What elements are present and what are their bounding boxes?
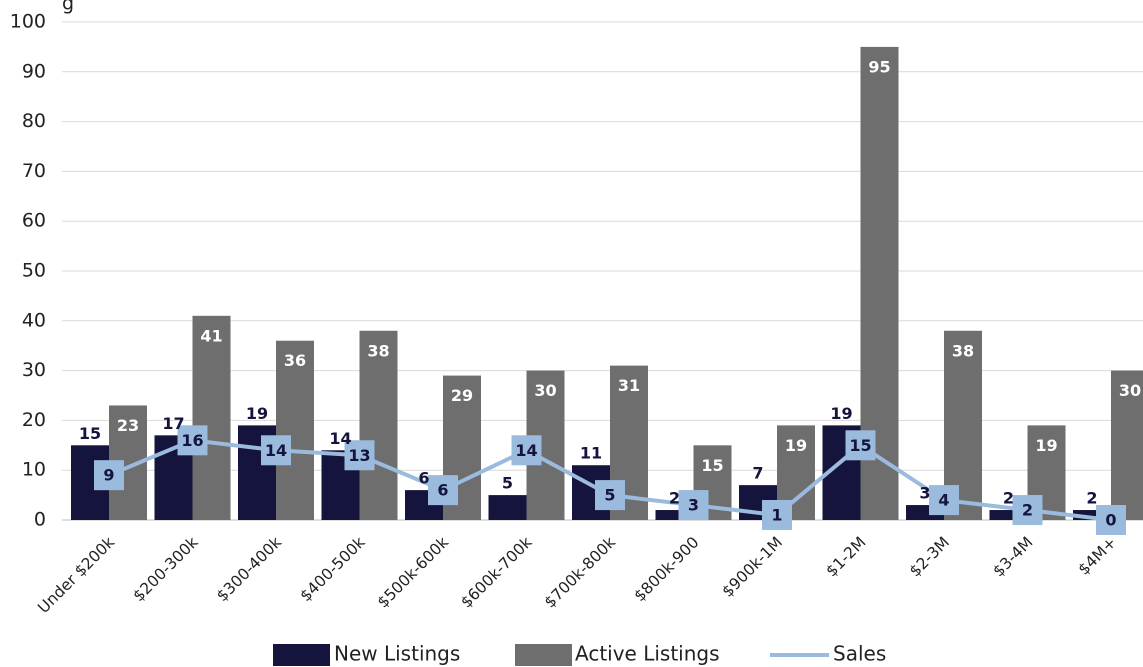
y-tick-label: 100	[10, 11, 46, 33]
sales-point	[344, 440, 375, 471]
bar-new-listings	[1073, 510, 1111, 520]
data-label-active-listings: 41	[200, 326, 222, 345]
bar-active-listings	[1111, 370, 1143, 520]
x-tick-label: $400-500k	[297, 533, 369, 605]
x-tick-label: $800k-900	[631, 533, 703, 605]
legend: New Listings Active Listings Sales	[273, 642, 886, 666]
data-label-new-listings: 5	[502, 474, 513, 493]
bar-active-listings	[276, 340, 314, 520]
data-label-sales: 9	[103, 466, 114, 485]
y-tick-label: 60	[22, 210, 46, 232]
sales-point	[929, 485, 959, 516]
data-label-new-listings: 2	[1086, 489, 1097, 508]
data-label-active-listings: 23	[117, 416, 139, 435]
x-tick-label: $500k-600k	[374, 533, 452, 611]
data-label-active-listings: 15	[701, 456, 723, 475]
data-label-sales: 0	[1105, 511, 1116, 530]
y-tick-label: 50	[22, 260, 46, 282]
data-label-new-listings: 14	[329, 429, 351, 448]
x-tick-label: $600k-700k	[457, 533, 535, 611]
data-label-new-listings: 15	[79, 424, 101, 443]
y-tick-label: 80	[22, 110, 46, 132]
sales-point	[511, 435, 542, 466]
sales-point	[94, 460, 124, 491]
bar-new-listings	[488, 495, 527, 520]
data-label-active-listings: 38	[952, 341, 974, 360]
x-tick-label: $900k-1M	[719, 533, 786, 600]
data-label-new-listings: 17	[162, 414, 184, 433]
chart-title-fragment: g	[62, 0, 74, 15]
x-tick-label: $700k-800k	[541, 533, 619, 611]
bars	[71, 46, 1143, 521]
data-label-sales: 2	[1022, 501, 1033, 520]
x-tick-label: $300-400k	[213, 533, 285, 605]
data-label-new-listings: 19	[830, 404, 852, 423]
sales-point	[595, 480, 625, 511]
sales-point	[428, 475, 458, 506]
data-label-sales: 15	[849, 436, 871, 455]
sales-point	[1096, 505, 1126, 535]
bar-new-listings	[989, 510, 1028, 520]
data-label-sales: 13	[348, 446, 370, 465]
data-label-active-listings: 38	[367, 341, 389, 360]
data-label-active-listings: 19	[785, 436, 807, 455]
legend-swatch-new-listings	[273, 644, 330, 666]
data-label-sales: 5	[604, 486, 615, 505]
y-tick-label: 70	[22, 160, 46, 182]
sales-point	[261, 435, 291, 466]
data-label-active-listings: 30	[534, 381, 556, 400]
data-label-sales: 14	[265, 441, 287, 460]
sales-point	[762, 500, 792, 531]
y-tick-label: 10	[22, 459, 46, 481]
data-label-new-listings: 6	[418, 469, 429, 488]
legend-label-new-listings: New Listings	[334, 642, 460, 666]
x-tick-label: $2-3M	[906, 533, 953, 580]
data-label-active-listings: 30	[1119, 381, 1141, 400]
x-tick-label: $4M+	[1075, 533, 1120, 578]
data-label-sales: 3	[688, 496, 699, 515]
x-tick-label: Under $200k	[34, 533, 118, 617]
data-label-sales: 4	[938, 491, 949, 510]
x-axis: Under $200k $200-300k $300-400k $400-500k $5…	[34, 533, 1120, 617]
bar-new-listings	[655, 510, 694, 520]
data-label-sales: 1	[771, 506, 782, 525]
data-label-new-listings: 2	[1003, 489, 1014, 508]
y-tick-label: 40	[22, 309, 46, 331]
data-label-sales: 14	[515, 441, 537, 460]
y-axis: 0 10 20 30 40 50 60 70 80 90 100	[10, 11, 46, 531]
data-label-active-listings: 36	[284, 351, 306, 370]
data-label-new-listings: 19	[246, 404, 268, 423]
y-tick-label: 0	[34, 509, 46, 531]
sales-point	[1012, 495, 1043, 526]
bar-active-listings	[359, 330, 398, 520]
data-label-active-listings: 19	[1035, 436, 1057, 455]
x-tick-label: $1-2M	[822, 533, 869, 580]
x-tick-label: $3-4M	[989, 533, 1036, 580]
data-label-new-listings: 7	[752, 464, 763, 483]
x-tick-label: $200-300k	[130, 533, 202, 605]
y-tick-label: 30	[22, 359, 46, 381]
data-label-new-listings: 11	[580, 444, 602, 463]
data-label-sales: 6	[437, 481, 448, 500]
sales-point	[177, 425, 208, 456]
data-label-new-listings: 2	[669, 489, 680, 508]
data-label-active-listings: 95	[868, 57, 890, 76]
legend-label-sales: Sales	[833, 642, 886, 666]
legend-swatch-active-listings	[515, 644, 572, 666]
data-label-active-listings: 31	[618, 376, 640, 395]
data-label-new-listings: 3	[919, 484, 930, 503]
legend-label-active-listings: Active Listings	[575, 642, 720, 666]
sales-point	[678, 490, 709, 521]
bar-active-listings	[192, 315, 231, 520]
sales-point	[845, 430, 876, 461]
y-tick-label: 90	[22, 60, 46, 82]
data-label-sales: 16	[181, 431, 203, 450]
data-label-active-listings: 29	[451, 386, 473, 405]
y-tick-label: 20	[22, 409, 46, 431]
